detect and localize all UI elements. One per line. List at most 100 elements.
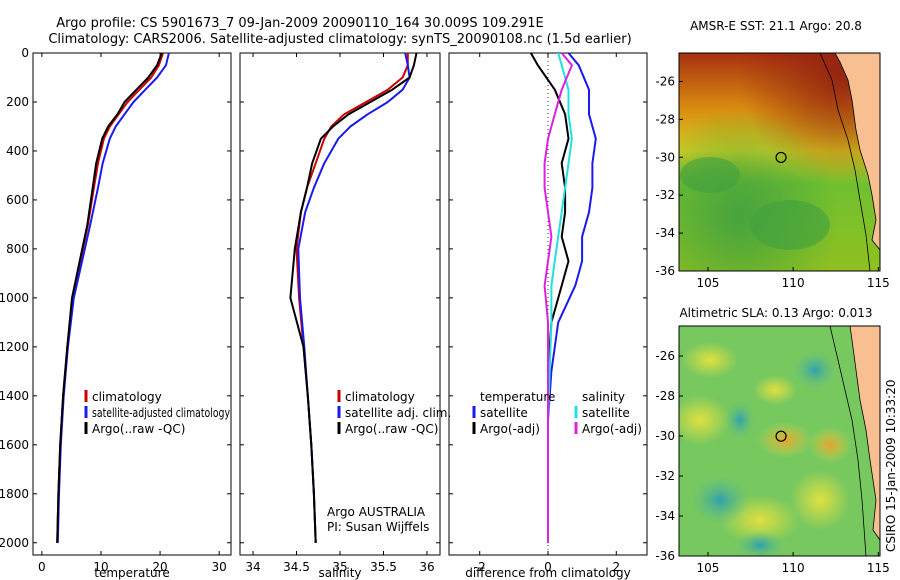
- legend-label: satellite adj. clim.: [345, 406, 451, 420]
- sla-low-patch: [725, 400, 755, 440]
- x-tick-label: 35.5: [370, 560, 397, 574]
- series-line: [297, 52, 411, 543]
- pi-label: PI: Susan Wijffels: [327, 520, 429, 534]
- sst-map-axes: 105 110 115 -26 -28 -30 -32 -34 -36: [655, 74, 889, 290]
- legend-title-temperature: temperature: [480, 390, 555, 404]
- salinity-legend: climatology satellite adj. clim. Argo(..…: [337, 390, 451, 436]
- sst-cool-patch: [680, 157, 740, 193]
- map-y-tick-label: -34: [655, 509, 675, 523]
- y-tick-label: 1600: [0, 438, 29, 452]
- y-tick-label: 600: [6, 193, 29, 207]
- y-tick-label: 1000: [0, 291, 29, 305]
- y-tick-label: 1400: [0, 389, 29, 403]
- x-tick-label: 34: [245, 560, 260, 574]
- series-line: [289, 52, 418, 543]
- legend-label: Argo(-adj): [480, 422, 540, 436]
- y-tick-label: 400: [6, 144, 29, 158]
- sla-map-title: Altimetric SLA: 0.13 Argo: 0.013: [679, 306, 872, 320]
- y-tick-label: 200: [6, 95, 29, 109]
- sla-high-patch: [753, 375, 797, 405]
- sst-map-frame: [678, 52, 881, 272]
- x-tick-label: 0: [38, 560, 46, 574]
- main-title-line2: Climatology: CARS2006. Satellite-adjuste…: [48, 32, 631, 47]
- argo-location-marker: [775, 151, 787, 164]
- legend-title-salinity: salinity: [582, 390, 625, 404]
- map-x-tick-label: 115: [867, 561, 890, 575]
- main-title-line1: Argo profile: CS 5901673_7 09-Jan-2009 2…: [56, 16, 544, 31]
- sla-map-axes: 105 110 115 -26 -28 -30 -32 -34 -36: [655, 349, 889, 575]
- x-tick-label: 0: [544, 560, 552, 574]
- x-tick-label: 10: [93, 560, 108, 574]
- series-line: [56, 52, 163, 543]
- map-x-tick-label: 110: [782, 561, 805, 575]
- sst-map: [679, 53, 880, 271]
- sla-high-patch: [682, 342, 738, 378]
- series-line: [530, 52, 570, 543]
- credit-label: CSIRO 15-Jan-2009 10:33:20: [884, 380, 898, 552]
- map-x-tick-label: 110: [782, 276, 805, 290]
- y-tick-label: 0: [21, 46, 29, 60]
- legend-label: satellite: [480, 406, 528, 420]
- difference-legend: temperature salinity satellite Argo(-adj…: [472, 390, 642, 436]
- x-tick-label: 36: [419, 560, 434, 574]
- x-tick-label: 34.5: [283, 560, 310, 574]
- map-x-tick-label: 115: [867, 276, 890, 290]
- sst-cool-patch: [750, 200, 830, 250]
- x-axis-label: salinity: [318, 566, 361, 580]
- temperature-panel: 0 10 20 30 0 200 400 600 800 1000 1200 1400 1600 1800…: [0, 46, 232, 580]
- plot-frame: [32, 52, 232, 556]
- legend-label: satellite: [582, 406, 630, 420]
- salinity-panel: 34 34.5 35 35.5 36 salinity: [239, 52, 441, 580]
- sst-map-title: AMSR-E SST: 21.1 Argo: 20.8: [690, 19, 862, 33]
- argo-location-marker: [775, 430, 787, 442]
- legend-label: satellite-adjusted climatology: [92, 406, 230, 420]
- map-x-tick-label: 105: [697, 276, 720, 290]
- y-tick-label: 1200: [0, 340, 29, 354]
- sla-low-patch: [735, 530, 785, 556]
- y-tick-label: 800: [6, 242, 29, 256]
- map-y-tick-label: -32: [655, 469, 675, 483]
- coast-contour: [829, 326, 867, 556]
- sla-high-patch: [790, 470, 850, 530]
- land-australia: [834, 53, 880, 251]
- x-tick-label: 20: [152, 560, 167, 574]
- plot-frame: [239, 52, 441, 556]
- x-axis-label: difference from climatology: [465, 566, 631, 580]
- land-australia: [849, 326, 880, 541]
- map-y-tick-label: -28: [655, 389, 675, 403]
- series-line: [547, 52, 597, 543]
- map-y-tick-label: -36: [655, 549, 675, 563]
- map-x-tick-label: 105: [697, 561, 720, 575]
- map-y-tick-label: -30: [655, 150, 675, 164]
- legend-label: climatology: [345, 390, 415, 404]
- sla-high-patch: [679, 395, 730, 445]
- legend-label: climatology: [92, 390, 162, 404]
- temperature-legend: climatology satellite-adjusted climatolo…: [84, 390, 230, 436]
- map-y-tick-label: -26: [655, 349, 675, 363]
- map-y-tick-label: -28: [655, 112, 675, 126]
- series-line: [543, 52, 573, 543]
- x-tick-label: -2: [474, 560, 486, 574]
- y-tick-label: 1800: [0, 487, 29, 501]
- x-tick-label: 30: [212, 560, 227, 574]
- argo-country-label: Argo AUSTRALIA: [327, 505, 426, 519]
- coast-contour: [819, 53, 871, 271]
- map-y-tick-label: -32: [655, 188, 675, 202]
- map-y-tick-label: -30: [655, 429, 675, 443]
- map-y-tick-label: -34: [655, 226, 675, 240]
- legend-label: Argo(..raw -QC): [345, 422, 438, 436]
- x-axis-label: temperature: [94, 566, 169, 580]
- legend-label: Argo(-adj): [582, 422, 642, 436]
- y-tick-label: 2000: [0, 536, 29, 550]
- x-tick-label: 35: [332, 560, 347, 574]
- sla-low-patch: [690, 475, 750, 525]
- map-y-tick-label: -36: [655, 264, 675, 278]
- x-tick-label: 2: [612, 560, 620, 574]
- sla-map: [679, 326, 880, 556]
- sla-map-frame: [678, 325, 881, 557]
- legend-label: Argo(..raw -QC): [92, 422, 185, 436]
- sla-high-patch: [808, 427, 852, 463]
- series-line: [56, 52, 170, 543]
